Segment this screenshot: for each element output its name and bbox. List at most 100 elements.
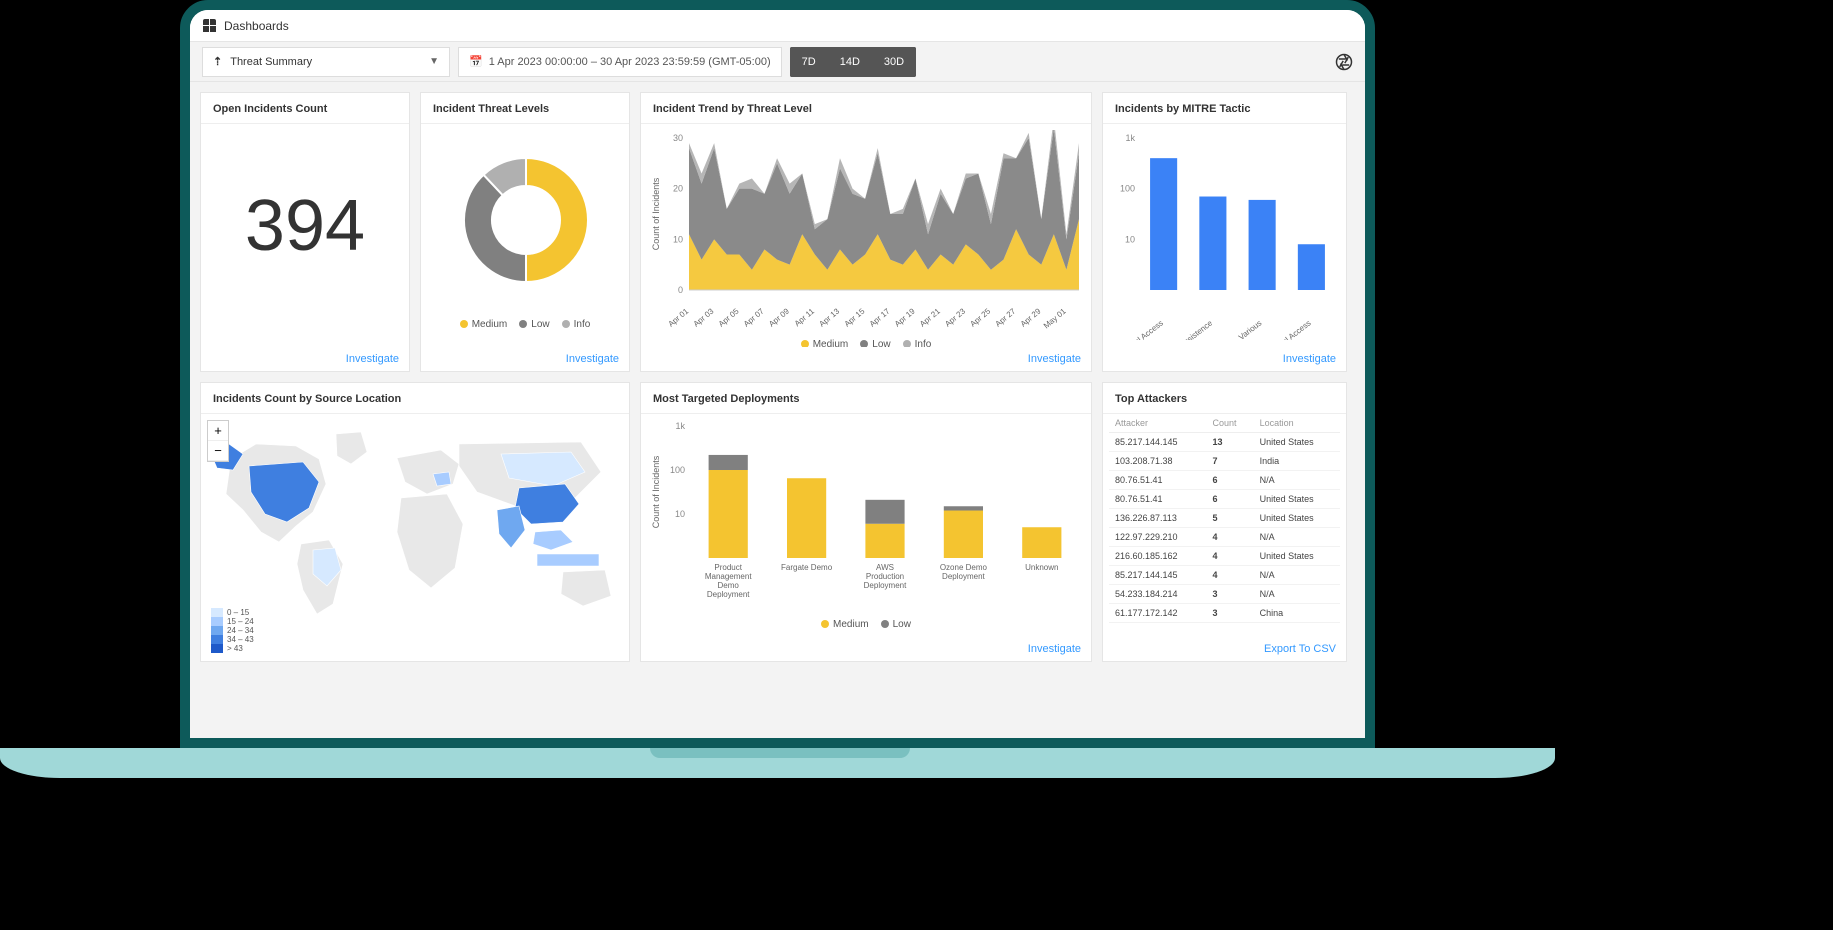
card-title: Most Targeted Deployments — [641, 383, 1091, 414]
dashboard-app: Dashboards ⇡ Threat Summary ▼ 📅 1 Apr 20… — [190, 10, 1365, 738]
card-threat-levels: Incident Threat Levels MediumLowInfo Inv… — [420, 92, 630, 372]
table-row[interactable]: 54.233.184.2143N/A — [1109, 585, 1340, 604]
card-deployments: Most Targeted Deployments 10 100 1k Count o… — [640, 382, 1092, 662]
pin-icon: ⇡ — [213, 55, 222, 68]
date-range-picker[interactable]: 📅 1 Apr 2023 00:00:00 – 30 Apr 2023 23:5… — [458, 47, 782, 77]
investigate-link[interactable]: Investigate — [346, 353, 399, 365]
table-row[interactable]: 103.208.71.387India — [1109, 452, 1340, 471]
svg-text:Apr 05: Apr 05 — [717, 306, 741, 328]
svg-text:Initial Access: Initial Access — [1271, 318, 1313, 340]
card-attackers: Top Attackers AttackerCountLocation85.21… — [1102, 382, 1347, 662]
svg-text:Product: Product — [714, 563, 742, 572]
table-row[interactable]: 80.76.51.416United States — [1109, 490, 1340, 509]
aperture-icon[interactable] — [1335, 53, 1353, 71]
table-row[interactable]: 85.217.144.1454N/A — [1109, 566, 1340, 585]
svg-text:1k: 1k — [675, 421, 685, 431]
svg-text:100: 100 — [670, 465, 685, 475]
zoom-out-button[interactable]: − — [208, 441, 228, 461]
svg-text:Apr 17: Apr 17 — [868, 306, 892, 328]
world-map[interactable] — [201, 414, 629, 624]
trend-legend: MediumLowInfo — [647, 333, 1085, 347]
svg-text:Apr 13: Apr 13 — [817, 306, 841, 328]
card-open-incidents: Open Incidents Count 394 Investigate — [200, 92, 410, 372]
table-header: Count — [1207, 414, 1254, 433]
table-row[interactable]: 80.76.51.416N/A — [1109, 471, 1340, 490]
range-7d[interactable]: 7D — [790, 47, 828, 77]
svg-text:Apr 27: Apr 27 — [994, 306, 1018, 328]
deployments-legend: MediumLow — [647, 613, 1085, 636]
svg-text:Unknown: Unknown — [1025, 563, 1058, 572]
svg-text:Management: Management — [705, 572, 752, 581]
dashboard-selector-label: Threat Summary — [230, 56, 312, 68]
card-title: Open Incidents Count — [201, 93, 409, 124]
svg-text:0: 0 — [678, 285, 683, 295]
attackers-table: AttackerCountLocation85.217.144.14513Uni… — [1109, 414, 1340, 623]
investigate-link[interactable]: Investigate — [1028, 353, 1081, 365]
chevron-down-icon: ▼ — [429, 56, 439, 67]
card-title: Incidents by MITRE Tactic — [1103, 93, 1346, 124]
investigate-link[interactable]: Investigate — [566, 353, 619, 365]
donut-chart — [427, 130, 625, 310]
svg-text:100: 100 — [1120, 184, 1135, 194]
dashboard-selector[interactable]: ⇡ Threat Summary ▼ — [202, 47, 450, 77]
toolbar: ⇡ Threat Summary ▼ 📅 1 Apr 2023 00:00:00… — [190, 42, 1365, 82]
table-row[interactable]: 61.177.172.1423China — [1109, 604, 1340, 623]
svg-text:Fargate Demo: Fargate Demo — [781, 563, 833, 572]
donut-legend: MediumLowInfo — [427, 313, 623, 336]
svg-text:Apr 09: Apr 09 — [767, 306, 791, 328]
card-trend: Incident Trend by Threat Level 0 10 20 30 Co… — [640, 92, 1092, 372]
svg-text:Apr 15: Apr 15 — [843, 306, 867, 328]
svg-text:1k: 1k — [1125, 133, 1135, 143]
table-row[interactable]: 216.60.185.1624United States — [1109, 547, 1340, 566]
svg-text:Apr 11: Apr 11 — [793, 306, 817, 328]
svg-text:Apr 03: Apr 03 — [692, 306, 716, 328]
svg-text:Apr 25: Apr 25 — [968, 306, 992, 328]
svg-text:Persistence: Persistence — [1176, 318, 1215, 340]
deployments-chart: 10 100 1k Count of Incidents ProductManageme… — [647, 420, 1087, 610]
table-row[interactable]: 85.217.144.14513United States — [1109, 433, 1340, 452]
svg-text:10: 10 — [1125, 234, 1135, 244]
zoom-in-button[interactable]: + — [208, 421, 228, 441]
card-mitre: Incidents by MITRE Tactic 10 100 1k Credent… — [1102, 92, 1347, 372]
mitre-chart: 10 100 1k Credential Access Persistence Vario… — [1109, 130, 1342, 340]
svg-text:Credential Access: Credential Access — [1109, 318, 1165, 340]
table-row[interactable]: 122.97.229.2104N/A — [1109, 528, 1340, 547]
svg-text:Deployment: Deployment — [707, 590, 750, 599]
svg-text:Apr 21: Apr 21 — [918, 306, 942, 328]
card-title: Incidents Count by Source Location — [201, 383, 629, 414]
card-title: Incident Trend by Threat Level — [641, 93, 1091, 124]
topbar: Dashboards — [190, 10, 1365, 42]
svg-text:Production: Production — [866, 572, 904, 581]
svg-text:May 01: May 01 — [1042, 306, 1068, 330]
range-30d[interactable]: 30D — [872, 47, 916, 77]
svg-text:10: 10 — [675, 509, 685, 519]
card-map: Incidents Count by Source Location + − 0… — [200, 382, 630, 662]
svg-text:10: 10 — [673, 234, 683, 244]
svg-text:20: 20 — [673, 184, 683, 194]
svg-text:Deployment: Deployment — [864, 581, 907, 590]
svg-text:Demo: Demo — [718, 581, 740, 590]
svg-text:Ozone Demo: Ozone Demo — [940, 563, 988, 572]
svg-text:Apr 23: Apr 23 — [943, 306, 967, 328]
dashboards-icon — [202, 19, 216, 33]
date-range-label: 1 Apr 2023 00:00:00 – 30 Apr 2023 23:59:… — [489, 56, 771, 68]
investigate-link[interactable]: Investigate — [1028, 643, 1081, 655]
svg-text:Various: Various — [1237, 318, 1263, 340]
card-title: Incident Threat Levels — [421, 93, 629, 124]
table-row[interactable]: 136.226.87.1135United States — [1109, 509, 1340, 528]
open-incidents-value: 394 — [207, 130, 403, 262]
svg-text:Count of Incidents: Count of Incidents — [651, 455, 661, 528]
table-header: Location — [1254, 414, 1340, 433]
map-zoom: + − — [207, 420, 229, 462]
calendar-icon: 📅 — [469, 55, 483, 68]
topbar-title: Dashboards — [224, 19, 289, 33]
investigate-link[interactable]: Investigate — [1283, 353, 1336, 365]
svg-text:Count of Incidents: Count of Incidents — [651, 177, 661, 250]
svg-text:Apr 19: Apr 19 — [893, 306, 917, 328]
svg-text:30: 30 — [673, 133, 683, 143]
export-csv-link[interactable]: Export To CSV — [1264, 643, 1336, 655]
trend-chart: 0102030Count of IncidentsApr 01Apr 03Apr… — [647, 130, 1087, 330]
range-14d[interactable]: 14D — [828, 47, 872, 77]
map-legend: 0 – 1515 – 2424 – 3434 – 43> 43 — [211, 608, 254, 653]
svg-text:Deployment: Deployment — [942, 572, 985, 581]
